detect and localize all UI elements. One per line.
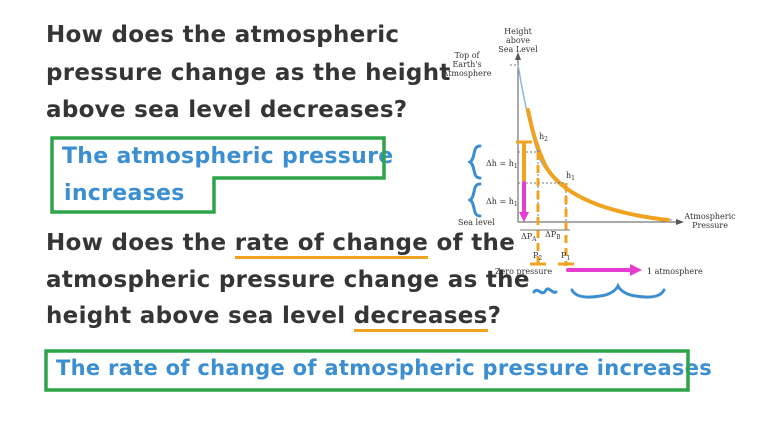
answer-1-line-2: increases — [64, 181, 185, 206]
h1-label: h1 — [566, 171, 575, 182]
question-2-part-d: height above sea level — [46, 303, 354, 329]
delta-pa-label: ΔPA — [521, 232, 537, 243]
question-1-line-2: pressure change as the height — [46, 60, 451, 86]
answer-2-box — [44, 349, 690, 392]
delta-h-lower-arrow — [519, 212, 529, 222]
delta-h-upper-label: Δh = h1 — [486, 159, 518, 170]
brace-lower — [467, 182, 482, 218]
y-axis-arrow — [515, 52, 521, 60]
decreases-highlight: decreases — [353, 303, 488, 332]
question-2-part-a: How does the — [46, 230, 235, 256]
y-axis-label-1: Height — [504, 27, 533, 36]
y-axis-label-2: above — [506, 36, 530, 45]
blue-squiggle-large — [570, 282, 666, 299]
question-2-line-2: atmospheric pressure change as the — [46, 267, 530, 293]
p2-label: P2 — [533, 251, 542, 262]
top-label-3: Atmosphere — [442, 69, 492, 78]
question-1-line-1: How does the atmospheric — [46, 22, 400, 48]
delta-pb-label: ΔPB — [545, 230, 561, 241]
p1-label: P1 — [561, 251, 570, 262]
pressure-curve-highlight — [526, 108, 670, 222]
question-1-line-3: above sea level decreases? — [46, 97, 408, 123]
question-2-line-3: height above sea level decreases? — [46, 301, 502, 332]
delta-h-lower-label: Δh = h1 — [486, 197, 518, 208]
brace-upper — [467, 144, 482, 180]
pressure-increase-arrowhead — [630, 264, 642, 276]
answer-1-box — [50, 136, 386, 214]
top-label-2: Earth's — [452, 60, 481, 69]
blue-squiggle-small — [532, 287, 558, 295]
pressure-curve — [517, 64, 673, 221]
top-label-1: Top of — [455, 51, 481, 60]
answer-1-line-1: The atmospheric pressure — [62, 144, 394, 169]
question-2-part-c: of the — [428, 230, 516, 256]
y-axis-label-3: Sea Level — [498, 45, 538, 54]
rate-of-change-highlight: rate of change — [234, 230, 429, 259]
x-axis-label-1: Atmospheric — [683, 212, 736, 221]
answer-2: The rate of change of atmospheric pressu… — [56, 356, 713, 380]
h2-label: h2 — [539, 132, 548, 143]
x-axis-arrow — [676, 219, 684, 225]
x-axis-label-2: Pressure — [692, 221, 728, 230]
sea-level-label: Sea level — [458, 218, 495, 227]
zero-pressure-label: Zero pressure — [495, 267, 552, 276]
question-2-part-e: ? — [487, 303, 502, 329]
one-atmosphere-label: 1 atmosphere — [647, 267, 703, 276]
question-2-line-1: How does the rate of change of the — [46, 228, 516, 259]
